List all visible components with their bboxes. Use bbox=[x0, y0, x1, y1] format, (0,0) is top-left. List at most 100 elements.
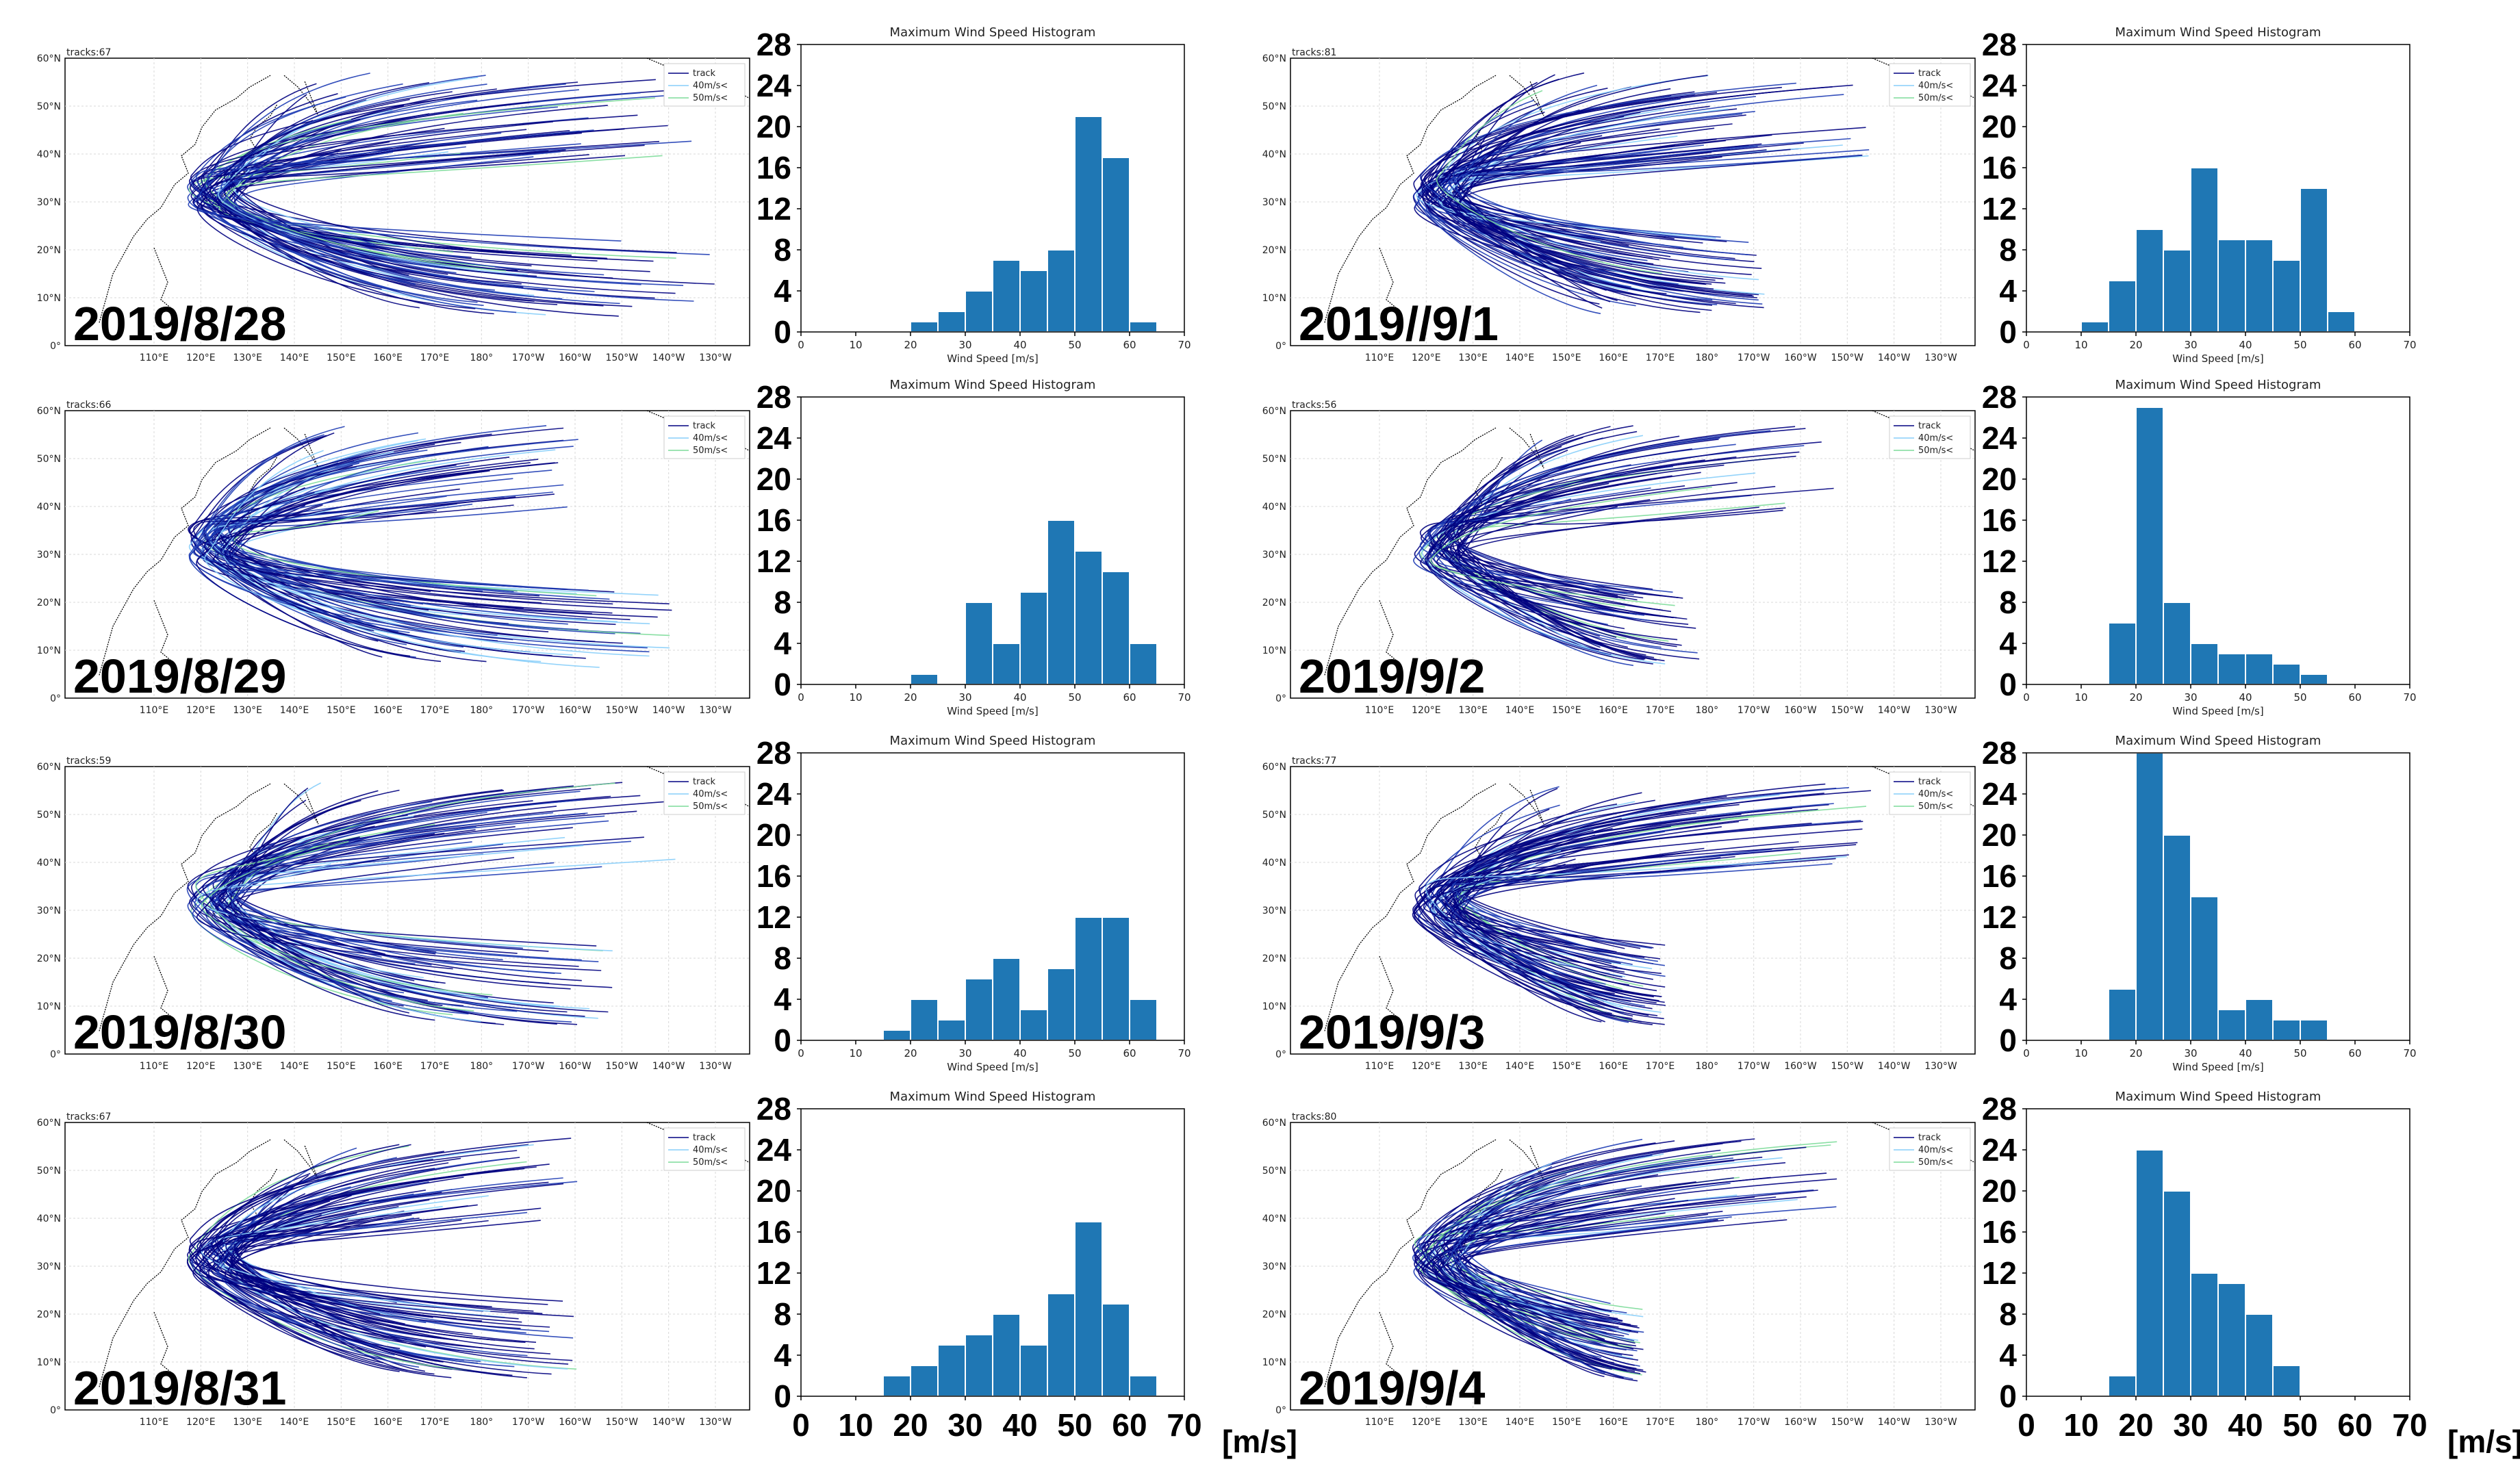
typhoon-track bbox=[201, 125, 668, 285]
map-lat-tick-label: 40°N bbox=[37, 149, 61, 160]
coastline-philippines bbox=[153, 600, 175, 665]
histogram-ytick-label: 16 bbox=[1982, 150, 2017, 185]
histogram-ytick-label: 16 bbox=[756, 858, 791, 894]
histogram-xtick-label: 70 bbox=[1178, 1047, 1191, 1059]
typhoon-track bbox=[222, 451, 600, 668]
map-lat-tick-label: 50°N bbox=[37, 1166, 61, 1177]
typhoon-track bbox=[1448, 154, 1862, 241]
histogram-bar bbox=[2108, 988, 2137, 1041]
map-lon-tick-label: 130°W bbox=[1924, 705, 1957, 716]
typhoon-track bbox=[195, 1181, 549, 1372]
typhoon-track bbox=[192, 1168, 435, 1350]
map-legend-label: track bbox=[693, 1133, 716, 1143]
typhoon-track bbox=[1416, 135, 1620, 238]
typhoon-track bbox=[208, 491, 579, 630]
map-lon-tick-label: 110°E bbox=[140, 705, 169, 716]
histogram-xtick-label: 20 bbox=[904, 1047, 917, 1059]
histogram-xtick-label: 50 bbox=[1068, 1047, 1081, 1059]
map-lon-tick-label: 170°E bbox=[1646, 352, 1675, 363]
typhoon-track bbox=[1421, 484, 1619, 591]
histogram-bar bbox=[2272, 1365, 2301, 1397]
typhoon-track bbox=[1451, 1187, 1633, 1380]
map-lon-tick-label: 180° bbox=[1695, 705, 1718, 716]
typhoon-track bbox=[192, 812, 588, 1012]
map-lon-tick-label: 130°E bbox=[1458, 1417, 1488, 1428]
map-legend-label: 50m/s< bbox=[1918, 93, 1953, 103]
typhoon-track bbox=[1451, 1200, 1689, 1378]
map-legend-label: 50m/s< bbox=[693, 446, 728, 456]
map-lat-tick-label: 30°N bbox=[1262, 197, 1286, 208]
histogram-bar bbox=[2190, 643, 2219, 685]
map-lat-tick-label: 40°N bbox=[37, 858, 61, 869]
map-lat-tick-label: 10°N bbox=[1262, 293, 1286, 304]
map-lat-tick-label: 50°N bbox=[1262, 1166, 1286, 1177]
histogram-xtick-label: 10 bbox=[849, 1047, 862, 1059]
map-lon-tick-label: 110°E bbox=[140, 352, 169, 363]
typhoon-track bbox=[196, 836, 602, 971]
map-lon-tick-label: 130°W bbox=[699, 1417, 732, 1428]
typhoon-track bbox=[193, 504, 514, 652]
map-lon-tick-label: 140°W bbox=[1878, 1061, 1911, 1072]
histogram-xlabel: Wind Speed [m/s] bbox=[947, 1061, 1038, 1073]
typhoon-track bbox=[1458, 439, 1614, 612]
histogram-xtick-label: 20 bbox=[2129, 691, 2142, 704]
map-lon-tick-label: 170°E bbox=[420, 352, 450, 363]
typhoon-track bbox=[189, 434, 648, 649]
typhoon-track bbox=[195, 843, 474, 1012]
histogram-xtick-label: 10 bbox=[2074, 691, 2087, 704]
histogram-ytick-label: 8 bbox=[1999, 232, 2017, 268]
histogram-ytick-label: 20 bbox=[1982, 461, 2017, 497]
histogram-xtick-label: 40 bbox=[1013, 1047, 1026, 1059]
histogram-xtick-label: 10 bbox=[2063, 1407, 2098, 1443]
histogram-bar bbox=[882, 1375, 911, 1397]
histogram-xtick-label: 40 bbox=[1013, 339, 1026, 351]
histogram-ytick-label: 16 bbox=[756, 150, 791, 185]
map-lon-tick-label: 160°E bbox=[373, 705, 403, 716]
typhoon-track bbox=[189, 1194, 526, 1344]
histogram-xtick-label: 10 bbox=[2074, 1047, 2087, 1059]
histogram-bar bbox=[2217, 1283, 2246, 1397]
histogram-xlabel: Wind Speed [m/s] bbox=[2172, 352, 2263, 365]
map-tracks-count: tracks:67 bbox=[66, 1112, 111, 1122]
histogram-xtick-label: 60 bbox=[1123, 1047, 1136, 1059]
map-lon-tick-label: 150°W bbox=[1831, 705, 1864, 716]
map-date-label: 2019/8/31 bbox=[73, 1361, 286, 1415]
histogram-ytick-label: 12 bbox=[756, 543, 791, 579]
histogram-xtick-label: 70 bbox=[1178, 691, 1191, 704]
map-lon-tick-label: 160°W bbox=[1784, 705, 1817, 716]
map-legend-label: track bbox=[693, 68, 716, 79]
map-panel-2019-8-31: 60°N 50°N 40°N 30°N 20°N 10°N 0° 110°E 120°E 130°… bbox=[37, 1112, 750, 1428]
histogram-bar bbox=[2135, 752, 2164, 1041]
histogram-xtick-label: 0 bbox=[792, 1407, 810, 1443]
typhoon-track bbox=[1447, 1143, 1723, 1373]
histogram-ytick-label: 0 bbox=[774, 1023, 791, 1058]
map-lat-tick-label: 50°N bbox=[1262, 101, 1286, 112]
histogram-frame bbox=[2026, 752, 2410, 1041]
map-lat-tick-label: 40°N bbox=[37, 502, 61, 513]
typhoon-track bbox=[1425, 1141, 1837, 1344]
typhoon-track bbox=[1419, 445, 1805, 595]
typhoon-track bbox=[196, 151, 694, 302]
typhoon-track bbox=[1426, 1194, 1738, 1341]
typhoon-track bbox=[225, 1218, 407, 1340]
histogram-ytick-label: 4 bbox=[774, 981, 791, 1017]
histogram-bar bbox=[2245, 999, 2274, 1041]
coastline-asia bbox=[99, 1139, 271, 1387]
histogram-title: Maximum Wind Speed Histogram bbox=[890, 25, 1096, 40]
histogram-bar bbox=[2163, 249, 2191, 333]
typhoon-track bbox=[1436, 858, 1836, 996]
map-legend-label: 40m/s< bbox=[1918, 433, 1953, 444]
map-lon-tick-label: 110°E bbox=[1365, 705, 1395, 716]
histogram-bar bbox=[910, 999, 939, 1041]
map-legend-label: 40m/s< bbox=[693, 789, 728, 799]
typhoon-track bbox=[1438, 828, 1863, 960]
histogram-xtick-label: 0 bbox=[798, 691, 804, 704]
map-legend-label: track bbox=[1918, 777, 1942, 787]
histogram-ytick-label: 24 bbox=[1982, 68, 2018, 103]
histogram-bar bbox=[2272, 1019, 2301, 1041]
map-lon-tick-label: 120°E bbox=[1412, 1061, 1441, 1072]
map-legend-label: track bbox=[693, 777, 716, 787]
map-date-label: 2019/9/4 bbox=[1299, 1361, 1486, 1415]
map-lat-tick-label: 60°N bbox=[1262, 762, 1286, 773]
